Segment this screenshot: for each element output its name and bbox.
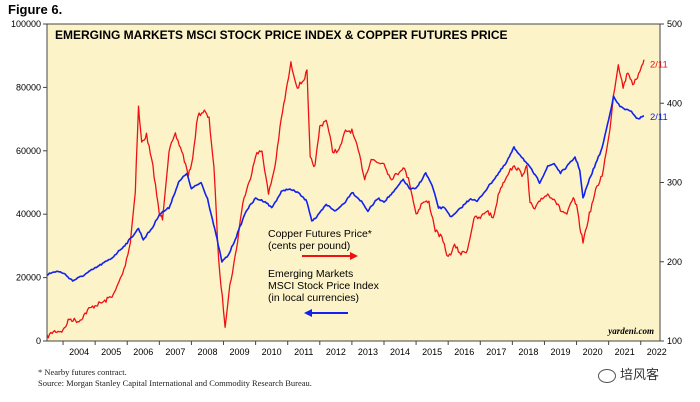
- chart-title: EMERGING MARKETS MSCI STOCK PRICE INDEX …: [55, 28, 508, 42]
- series-end-label-copper: 2/11: [650, 60, 668, 71]
- legend-em-name2: MSCI Stock Price Index: [268, 280, 380, 292]
- footnote-line-1: * Nearby futures contract.: [38, 367, 127, 377]
- y-left-tick-label: 20000: [16, 273, 41, 283]
- y-left-tick-label: 0: [36, 336, 41, 346]
- x-tick-label: 2006: [133, 347, 153, 357]
- y-left-tick-label: 60000: [16, 146, 41, 156]
- y-left-tick-label: 100000: [11, 19, 41, 29]
- footnote: * Nearby futures contract. Source: Morga…: [38, 367, 312, 389]
- x-tick-label: 2005: [101, 347, 121, 357]
- x-tick-label: 2007: [165, 347, 185, 357]
- x-tick-label: 2018: [518, 347, 538, 357]
- x-tick-label: 2019: [550, 347, 570, 357]
- legend-copper-name: Copper Futures Price*: [268, 228, 372, 240]
- legend-em-sub: (in local currencies): [268, 292, 359, 304]
- wechat-icon: [598, 368, 616, 383]
- legend-em-arrow: [304, 309, 312, 317]
- series-layer: 2/11 2/11: [46, 59, 668, 339]
- y-right-tick-label: 200: [667, 257, 682, 267]
- y-left-tick-label: 80000: [16, 82, 41, 92]
- figure-label: Figure 6.: [8, 2, 63, 17]
- legend-copper-sub: (cents per pound): [268, 240, 350, 252]
- x-tick-label: 2021: [615, 347, 635, 357]
- legend: Copper Futures Price* (cents per pound) …: [268, 228, 380, 317]
- y-right-tick-label: 300: [667, 178, 682, 188]
- x-tick-label: 2011: [294, 347, 313, 357]
- x-tick-label: 2017: [486, 347, 506, 357]
- series-end-label-msci: 2/11: [650, 112, 668, 123]
- credit-label: yardeni.com: [607, 326, 654, 336]
- y-right-tick-label: 500: [667, 19, 682, 29]
- x-tick-label: 2014: [390, 347, 410, 357]
- x-tick-label: 2009: [230, 347, 250, 357]
- legend-em-name: Emerging Markets: [268, 268, 353, 280]
- x-tick-label: 2004: [69, 347, 89, 357]
- y-left-tick-label: 40000: [16, 209, 41, 219]
- watermark: 培风客: [598, 364, 659, 383]
- y-right-tick-label: 400: [667, 98, 682, 108]
- x-tick-label: 2015: [422, 347, 442, 357]
- x-tick-label: 2010: [262, 347, 282, 357]
- watermark-text: 培风客: [620, 368, 660, 383]
- y-right-tick-label: 100: [667, 336, 682, 346]
- series-line-copper: [46, 59, 645, 339]
- x-tick-label: 2022: [647, 347, 667, 357]
- x-tick-label: 2013: [358, 347, 378, 357]
- legend-copper-arrow: [350, 252, 358, 260]
- x-tick-label: 2016: [454, 347, 474, 357]
- x-tick-label: 2012: [326, 347, 346, 357]
- series-line-msci: [46, 95, 645, 282]
- footnote-source: Source: Morgan Stanley Capital Internati…: [38, 378, 312, 388]
- x-tick-label: 2020: [583, 347, 603, 357]
- axes-layer: 0 20000 40000 60000 80000 100000 100 200 300 400 5…: [11, 19, 682, 357]
- x-tick-label: 2008: [197, 347, 217, 357]
